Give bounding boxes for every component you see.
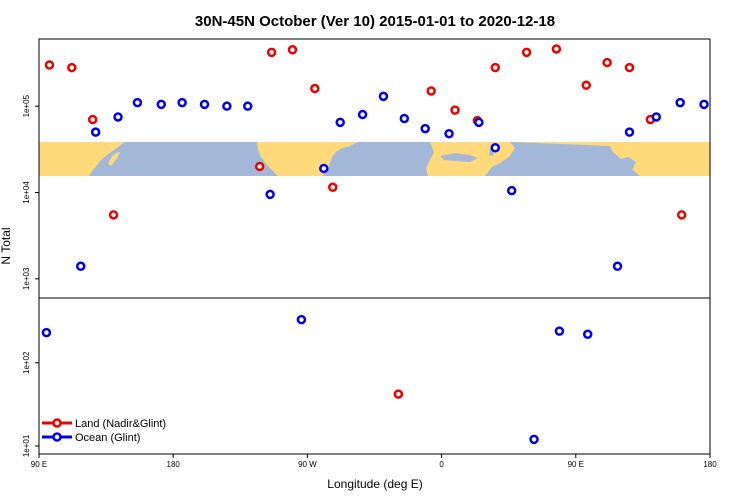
ocean-point-22 xyxy=(529,434,539,445)
ocean-point-7 xyxy=(199,99,210,110)
map-land-asia-east-2 xyxy=(510,142,710,176)
x-tick-label-3: 0 xyxy=(439,460,444,469)
ocean-point-1 xyxy=(76,261,86,271)
ocean-point-15 xyxy=(378,91,389,102)
land-point-0 xyxy=(44,60,55,70)
land-point-9 xyxy=(393,389,404,399)
legend-land-label: Land (Nadir&Glint) xyxy=(75,418,166,430)
ocean-point-10 xyxy=(265,189,275,200)
plot-frame xyxy=(38,38,711,455)
map-sea-mediterranean xyxy=(440,153,478,162)
ocean-point-6 xyxy=(177,97,187,108)
land-point-18 xyxy=(624,62,635,73)
map-sea-east-china xyxy=(618,157,636,171)
x-tick-label-1: 180 xyxy=(167,460,181,469)
land-point-5 xyxy=(266,47,277,58)
ocean-point-2 xyxy=(90,127,101,137)
y-upper-tick-label-1: 1e+04 xyxy=(22,181,31,204)
ocean-point-29 xyxy=(699,99,709,110)
ocean-point-18 xyxy=(444,128,454,139)
y-lower-tick-label-1: 1e+02 xyxy=(22,351,31,374)
y-axis-label: N Total xyxy=(0,227,13,264)
land-point-13 xyxy=(490,62,501,73)
ocean-point-17 xyxy=(420,123,430,134)
legend-ocean-label: Ocean (Glint) xyxy=(75,432,140,444)
ocean-point-12 xyxy=(319,163,329,174)
land-point-6 xyxy=(287,45,298,55)
x-tick-label-0: 90 E xyxy=(31,460,47,469)
ocean-point-11 xyxy=(296,314,307,325)
y-lower-tick-label-0: 1e+01 xyxy=(22,434,31,457)
ocean-point-16 xyxy=(399,113,410,124)
ocean-point-9 xyxy=(243,101,253,111)
chart-title: 30N-45N October (Ver 10) 2015-01-01 to 2… xyxy=(195,13,555,30)
world-map-strip xyxy=(39,142,710,176)
map-land-asia-east xyxy=(39,142,125,176)
ocean-point-20 xyxy=(490,142,501,153)
y-upper-tick-label-0: 1e+03 xyxy=(22,267,31,290)
land-point-7 xyxy=(310,83,320,94)
ocean-point-26 xyxy=(624,127,635,137)
x-tick-label-2: 90 W xyxy=(298,460,317,469)
ocean-point-8 xyxy=(222,101,232,111)
ocean-point-14 xyxy=(357,109,368,120)
land-point-16 xyxy=(581,80,591,90)
x-axis-label: Longitude (deg E) xyxy=(327,477,422,491)
ocean-point-27 xyxy=(651,112,662,122)
land-point-8 xyxy=(327,182,338,193)
ocean-point-3 xyxy=(113,112,123,122)
legend-land-marker xyxy=(52,418,62,428)
map-ocean xyxy=(39,142,710,176)
ocean-point-28 xyxy=(675,97,685,108)
data-points xyxy=(41,44,709,445)
ocean-point-19 xyxy=(474,117,484,128)
land-point-14 xyxy=(521,47,532,58)
land-point-15 xyxy=(551,44,562,54)
ocean-point-23 xyxy=(554,326,565,336)
ocean-point-4 xyxy=(132,97,143,108)
map-land-north-america xyxy=(257,142,358,176)
ocean-point-24 xyxy=(582,329,593,340)
axes: 90 E 180 90 W 0 90 E 180 1e+03 1e+04 1e+05 1e+01 1… xyxy=(22,94,717,469)
land-point-20 xyxy=(676,210,687,220)
land-point-11 xyxy=(450,105,460,115)
land-point-1 xyxy=(67,62,77,73)
ocean-point-21 xyxy=(506,185,517,196)
ocean-point-5 xyxy=(156,99,167,110)
x-tick-label-5: 180 xyxy=(703,460,717,469)
x-tick-label-4: 90 E xyxy=(568,460,584,469)
y-upper-tick-label-2: 1e+05 xyxy=(22,94,31,117)
map-land-japan xyxy=(108,152,120,166)
ocean-point-25 xyxy=(612,261,623,271)
land-point-10 xyxy=(426,86,436,96)
ocean-point-0 xyxy=(41,327,52,338)
ocean-point-13 xyxy=(335,117,345,128)
legend: Land (Nadir&Glint) Ocean (Glint) xyxy=(42,418,166,444)
land-point-2 xyxy=(87,114,98,125)
land-point-17 xyxy=(602,57,612,68)
legend-ocean-marker xyxy=(52,432,62,442)
land-point-4 xyxy=(254,161,265,172)
land-point-3 xyxy=(108,210,119,220)
